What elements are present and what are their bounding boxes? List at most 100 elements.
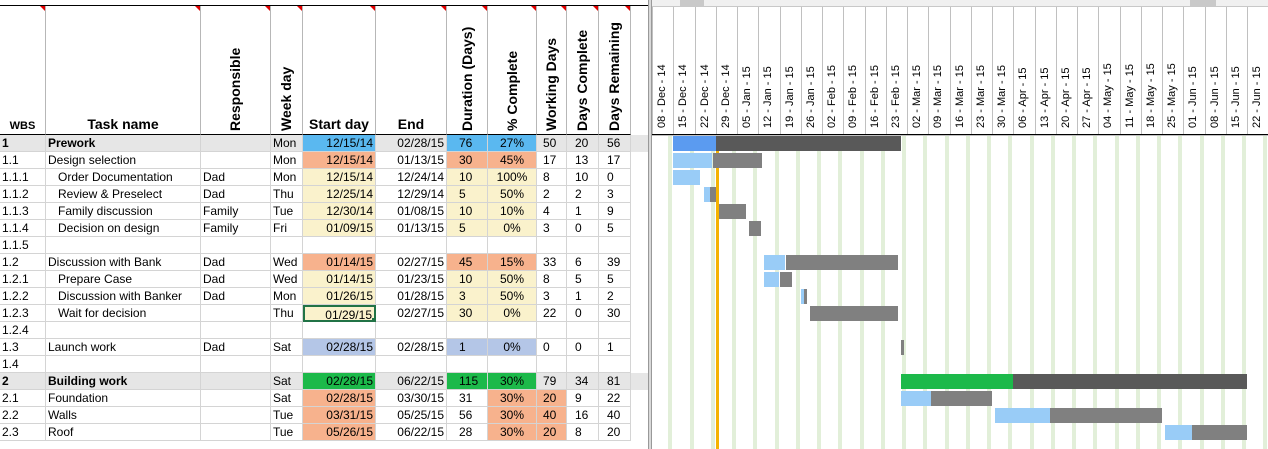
cell-task[interactable]: Wait for decision — [46, 305, 201, 322]
cell-done[interactable]: 16 — [567, 407, 599, 424]
column-header-done[interactable]: Days Complete — [567, 6, 599, 135]
cell-task[interactable]: Foundation — [46, 390, 201, 407]
cell-start[interactable]: 12/30/14 — [303, 203, 376, 220]
cell-start[interactable]: 03/31/15 — [303, 407, 376, 424]
cell-pct[interactable]: 0% — [488, 339, 537, 356]
cell-pct[interactable]: 27% — [488, 135, 537, 152]
cell-day[interactable]: Thu — [271, 186, 303, 203]
cell-pct[interactable] — [488, 322, 537, 339]
cell-day[interactable] — [271, 356, 303, 373]
cell-task[interactable]: Building work — [46, 373, 201, 390]
cell-rem[interactable]: 56 — [599, 135, 631, 152]
cell-day[interactable]: Fri — [271, 220, 303, 237]
cell-pct[interactable]: 10% — [488, 203, 537, 220]
cell-resp[interactable] — [201, 373, 271, 390]
cell-pct[interactable]: 0% — [488, 220, 537, 237]
cell-task[interactable]: Walls — [46, 407, 201, 424]
cell-resp[interactable] — [201, 356, 271, 373]
cell-rem[interactable]: 30 — [599, 305, 631, 322]
cell-done[interactable]: 6 — [567, 254, 599, 271]
cell-work[interactable]: 17 — [537, 152, 567, 169]
cell-day[interactable]: Mon — [271, 152, 303, 169]
cell-resp[interactable] — [201, 135, 271, 152]
cell-end[interactable]: 03/30/15 — [376, 390, 447, 407]
column-header-task[interactable]: Task name — [46, 6, 201, 135]
cell-work[interactable]: 40 — [537, 407, 567, 424]
cell-done[interactable] — [567, 356, 599, 373]
cell-dur[interactable]: 5 — [447, 186, 488, 203]
cell-day[interactable]: Mon — [271, 288, 303, 305]
cell-rem[interactable] — [599, 322, 631, 339]
cell-done[interactable]: 8 — [567, 424, 599, 441]
cell-resp[interactable] — [201, 237, 271, 254]
cell-resp[interactable] — [201, 390, 271, 407]
cell-done[interactable]: 0 — [567, 220, 599, 237]
cell-end[interactable]: 05/25/15 — [376, 407, 447, 424]
cell-dur[interactable]: 1 — [447, 339, 488, 356]
cell-resp[interactable]: Family — [201, 220, 271, 237]
cell-work[interactable]: 79 — [537, 373, 567, 390]
cell-work[interactable]: 8 — [537, 169, 567, 186]
cell-dur[interactable] — [447, 322, 488, 339]
cell-work[interactable]: 20 — [537, 424, 567, 441]
column-header-work[interactable]: Working Days — [537, 6, 567, 135]
cell-dur[interactable]: 3 — [447, 288, 488, 305]
cell-task[interactable]: Prepare Case — [46, 271, 201, 288]
cell-rem[interactable]: 2 — [599, 288, 631, 305]
cell-pct[interactable]: 50% — [488, 186, 537, 203]
cell-pct[interactable]: 100% — [488, 169, 537, 186]
cell-dur[interactable]: 45 — [447, 254, 488, 271]
cell-work[interactable]: 8 — [537, 271, 567, 288]
cell-rem[interactable]: 5 — [599, 271, 631, 288]
cell-task[interactable] — [46, 322, 201, 339]
cell-end[interactable]: 12/29/14 — [376, 186, 447, 203]
cell-start[interactable]: 01/26/15 — [303, 288, 376, 305]
cell-resp[interactable] — [201, 152, 271, 169]
frozen-pane-splitter[interactable] — [648, 0, 652, 449]
cell-end[interactable]: 01/13/15 — [376, 152, 447, 169]
cell-end[interactable] — [376, 322, 447, 339]
cell-start[interactable]: 02/28/15 — [303, 390, 376, 407]
cell-end[interactable] — [376, 237, 447, 254]
cell-rem[interactable]: 9 — [599, 203, 631, 220]
scrollbar-thumb[interactable] — [680, 0, 704, 6]
cell-task[interactable]: Decision on design — [46, 220, 201, 237]
cell-pct[interactable]: 45% — [488, 152, 537, 169]
cell-rem[interactable]: 17 — [599, 152, 631, 169]
cell-done[interactable]: 2 — [567, 186, 599, 203]
cell-pct[interactable]: 30% — [488, 390, 537, 407]
cell-start[interactable]: 02/28/15 — [303, 373, 376, 390]
cell-start[interactable]: 12/25/14 — [303, 186, 376, 203]
cell-done[interactable] — [567, 322, 599, 339]
cell-done[interactable]: 1 — [567, 203, 599, 220]
column-header-start[interactable]: Start day — [303, 6, 376, 135]
cell-end[interactable]: 02/28/15 — [376, 339, 447, 356]
cell-start[interactable]: 01/29/15 — [303, 305, 376, 322]
cell-work[interactable]: 20 — [537, 390, 567, 407]
cell-rem[interactable]: 5 — [599, 220, 631, 237]
cell-start[interactable]: 12/15/14 — [303, 152, 376, 169]
timeline-scrollbar[interactable] — [652, 0, 1268, 7]
cell-end[interactable]: 02/27/15 — [376, 254, 447, 271]
cell-end[interactable]: 02/27/15 — [376, 305, 447, 322]
cell-start[interactable]: 12/15/14 — [303, 169, 376, 186]
cell-end[interactable]: 06/22/15 — [376, 373, 447, 390]
cell-work[interactable] — [537, 322, 567, 339]
cell-resp[interactable]: Dad — [201, 339, 271, 356]
cell-task[interactable]: Prework — [46, 135, 201, 152]
cell-dur[interactable]: 115 — [447, 373, 488, 390]
cell-done[interactable]: 0 — [567, 339, 599, 356]
cell-work[interactable] — [537, 356, 567, 373]
cell-dur[interactable] — [447, 356, 488, 373]
cell-done[interactable]: 1 — [567, 288, 599, 305]
cell-rem[interactable]: 1 — [599, 339, 631, 356]
cell-resp[interactable] — [201, 424, 271, 441]
cell-done[interactable]: 20 — [567, 135, 599, 152]
cell-end[interactable]: 01/08/15 — [376, 203, 447, 220]
column-header-dur[interactable]: Duration (Days) — [447, 6, 488, 135]
cell-work[interactable]: 22 — [537, 305, 567, 322]
cell-pct[interactable]: 30% — [488, 407, 537, 424]
cell-resp[interactable]: Family — [201, 203, 271, 220]
cell-resp[interactable]: Dad — [201, 169, 271, 186]
cell-rem[interactable]: 20 — [599, 424, 631, 441]
